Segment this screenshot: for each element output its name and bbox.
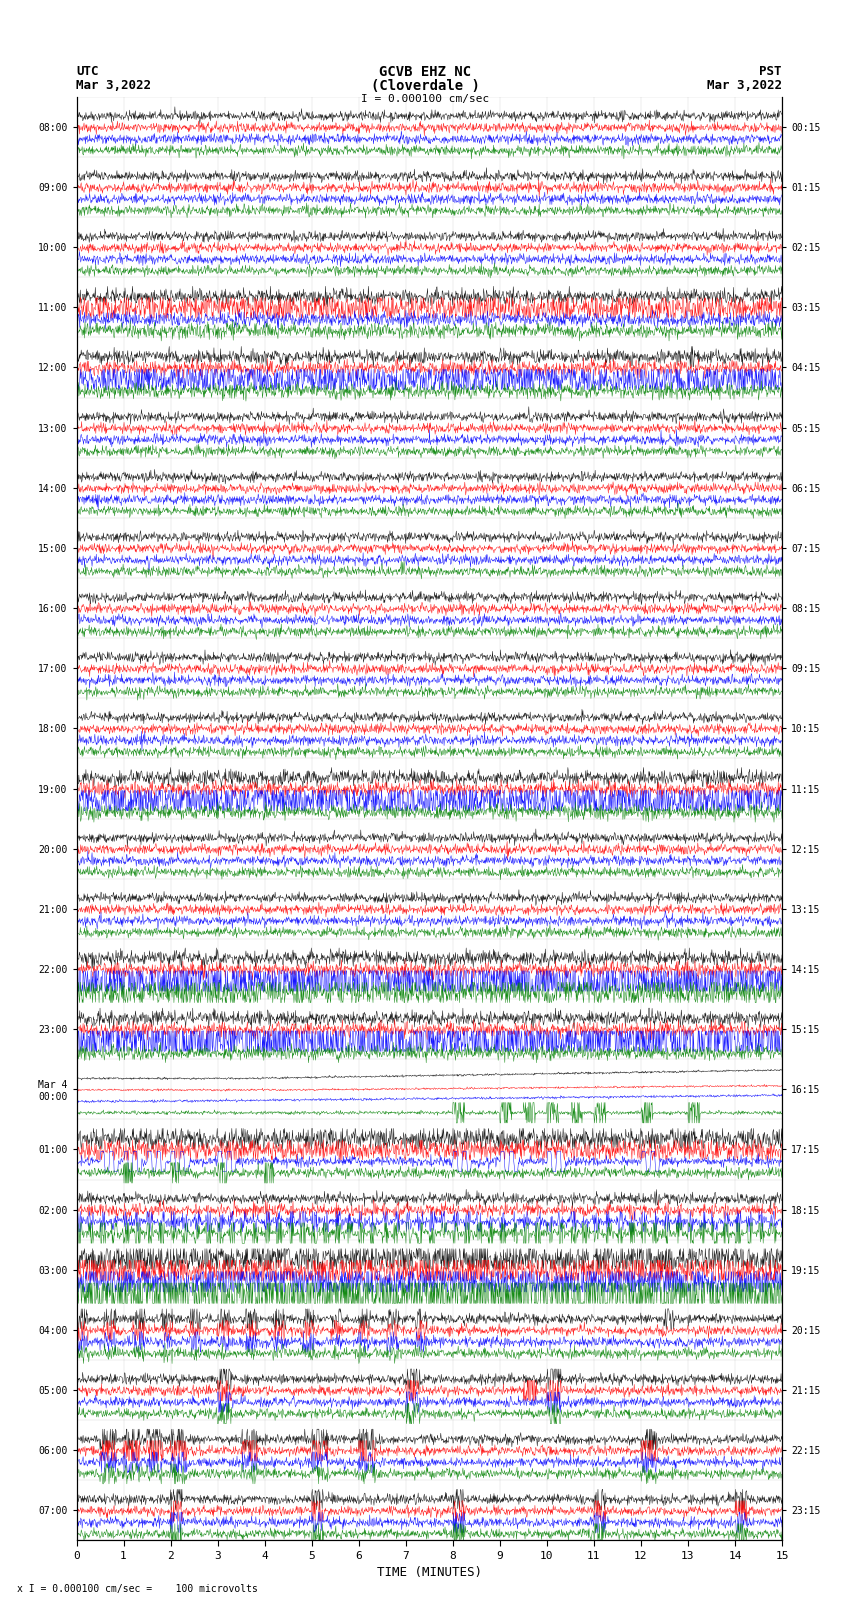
Text: PST: PST <box>760 65 782 77</box>
X-axis label: TIME (MINUTES): TIME (MINUTES) <box>377 1566 482 1579</box>
Text: GCVB EHZ NC: GCVB EHZ NC <box>379 65 471 79</box>
Text: Mar 3,2022: Mar 3,2022 <box>707 79 782 92</box>
Text: x I = 0.000100 cm/sec =    100 microvolts: x I = 0.000100 cm/sec = 100 microvolts <box>17 1584 258 1594</box>
Text: (Cloverdale ): (Cloverdale ) <box>371 79 479 94</box>
Text: UTC: UTC <box>76 65 99 77</box>
Text: I = 0.000100 cm/sec: I = 0.000100 cm/sec <box>361 94 489 103</box>
Text: Mar 3,2022: Mar 3,2022 <box>76 79 151 92</box>
